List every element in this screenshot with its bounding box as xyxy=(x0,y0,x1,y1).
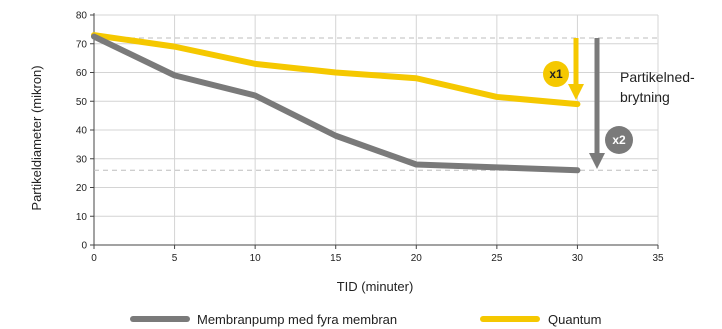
y-tick-label-0: 0 xyxy=(81,241,87,252)
x-axis-title: TID (minuter) xyxy=(337,279,414,294)
chart-series xyxy=(91,32,581,174)
x-tick-label-30: 30 xyxy=(572,253,584,264)
annotation-label-line2: brytning xyxy=(620,89,670,105)
legend-label-quantum: Quantum xyxy=(548,312,601,327)
x2-badge xyxy=(605,126,633,154)
y-tick-label-30: 30 xyxy=(76,154,88,165)
x-tick-label-5: 5 xyxy=(172,253,178,264)
x1-arrow-head xyxy=(568,84,584,100)
x2-badge-label: x2 xyxy=(612,133,626,147)
x-tick-label-20: 20 xyxy=(411,253,423,264)
tick-labels: 0 10 20 30 40 50 60 70 80 0 5 10 15 20 25 30 35 xyxy=(76,11,664,265)
y-tick-label-60: 60 xyxy=(76,68,88,79)
x-tick-label-35: 35 xyxy=(652,253,664,264)
y-tick-label-40: 40 xyxy=(76,126,88,137)
x1-badge xyxy=(543,61,569,87)
x1-badge-label: x1 xyxy=(549,67,563,81)
series-line-0 xyxy=(91,33,581,174)
reduction-annotations: x1 x2 Partikelned- brytning xyxy=(543,38,695,169)
x-tick-label-0: 0 xyxy=(91,253,97,264)
x2-arrow-head xyxy=(589,153,605,169)
annotation-label-line1: Partikelned- xyxy=(620,69,695,85)
x-tick-label-10: 10 xyxy=(250,253,262,264)
legend-label-membranpump: Membranpump med fyra membran xyxy=(197,312,397,327)
y-tick-label-50: 50 xyxy=(76,97,88,108)
chart-axes xyxy=(93,13,658,246)
x-tick-label-25: 25 xyxy=(491,253,503,264)
y-axis-title: Partikeldiameter (mikron) xyxy=(29,65,44,210)
series-line-1 xyxy=(91,32,581,108)
y-tick-label-20: 20 xyxy=(76,183,88,194)
y-tick-label-80: 80 xyxy=(76,11,88,22)
x-tick-label-15: 15 xyxy=(330,253,342,264)
chart-legend: Membranpump med fyra membran Quantum xyxy=(130,312,601,327)
y-tick-label-70: 70 xyxy=(76,39,88,50)
y-tick-label-10: 10 xyxy=(76,212,88,223)
